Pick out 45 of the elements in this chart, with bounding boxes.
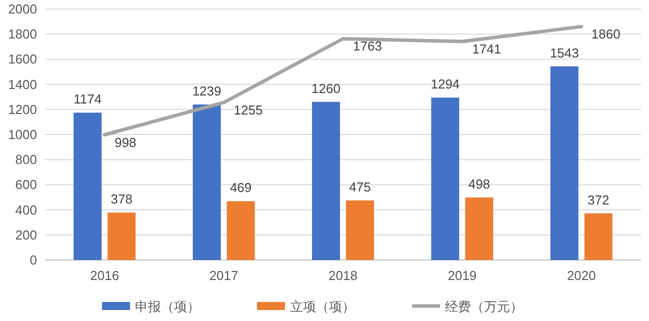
data-label: 998	[114, 134, 136, 150]
y-tick-label: 400	[15, 202, 37, 218]
data-label: 475	[349, 179, 371, 194]
bar	[312, 102, 340, 260]
bar	[584, 213, 612, 260]
y-tick-label: 1800	[8, 26, 37, 42]
bar	[431, 98, 460, 260]
data-label: 1260	[312, 80, 340, 96]
data-label: 1763	[353, 38, 382, 54]
y-tick-label: 1000	[8, 127, 37, 142]
data-label: 1239	[192, 84, 222, 99]
data-label: 1741	[472, 42, 502, 57]
legend-label: 立项（项）	[290, 299, 355, 314]
data-label: 498	[468, 176, 490, 192]
data-label: 1543	[550, 45, 579, 60]
data-label: 469	[230, 180, 252, 196]
data-label: 372	[588, 192, 610, 208]
bar	[108, 212, 136, 260]
data-label: 1860	[591, 26, 620, 42]
x-tick-label: 2020	[566, 268, 596, 283]
data-label: 378	[110, 192, 132, 207]
line-series	[102, 24, 584, 136]
data-label: 1255	[234, 102, 263, 118]
legend-label: 申报（项）	[135, 299, 200, 314]
y-tick-label: 600	[15, 177, 37, 192]
y-tick-label: 1400	[8, 76, 37, 92]
y-tick-label: 1200	[8, 102, 37, 117]
bar	[226, 201, 255, 260]
bar	[465, 198, 494, 260]
y-tick-label: 1600	[8, 52, 37, 67]
y-tick-label: 800	[15, 152, 37, 168]
x-tick-label: 2018	[328, 268, 358, 283]
x-tick-label: 2019	[448, 268, 477, 283]
bar	[192, 104, 221, 260]
legend-label: 经费（万元）	[445, 299, 523, 314]
x-tick-label: 2016	[90, 268, 120, 283]
data-label: 1174	[74, 92, 102, 107]
y-tick-label: 0	[30, 252, 37, 268]
x-tick-label: 2017	[209, 268, 238, 283]
data-label: 1294	[430, 76, 460, 92]
bar	[74, 112, 102, 260]
y-tick-label: 2000	[8, 2, 37, 16]
y-tick-label: 200	[15, 227, 37, 242]
bar	[346, 200, 374, 260]
bar	[550, 66, 578, 260]
